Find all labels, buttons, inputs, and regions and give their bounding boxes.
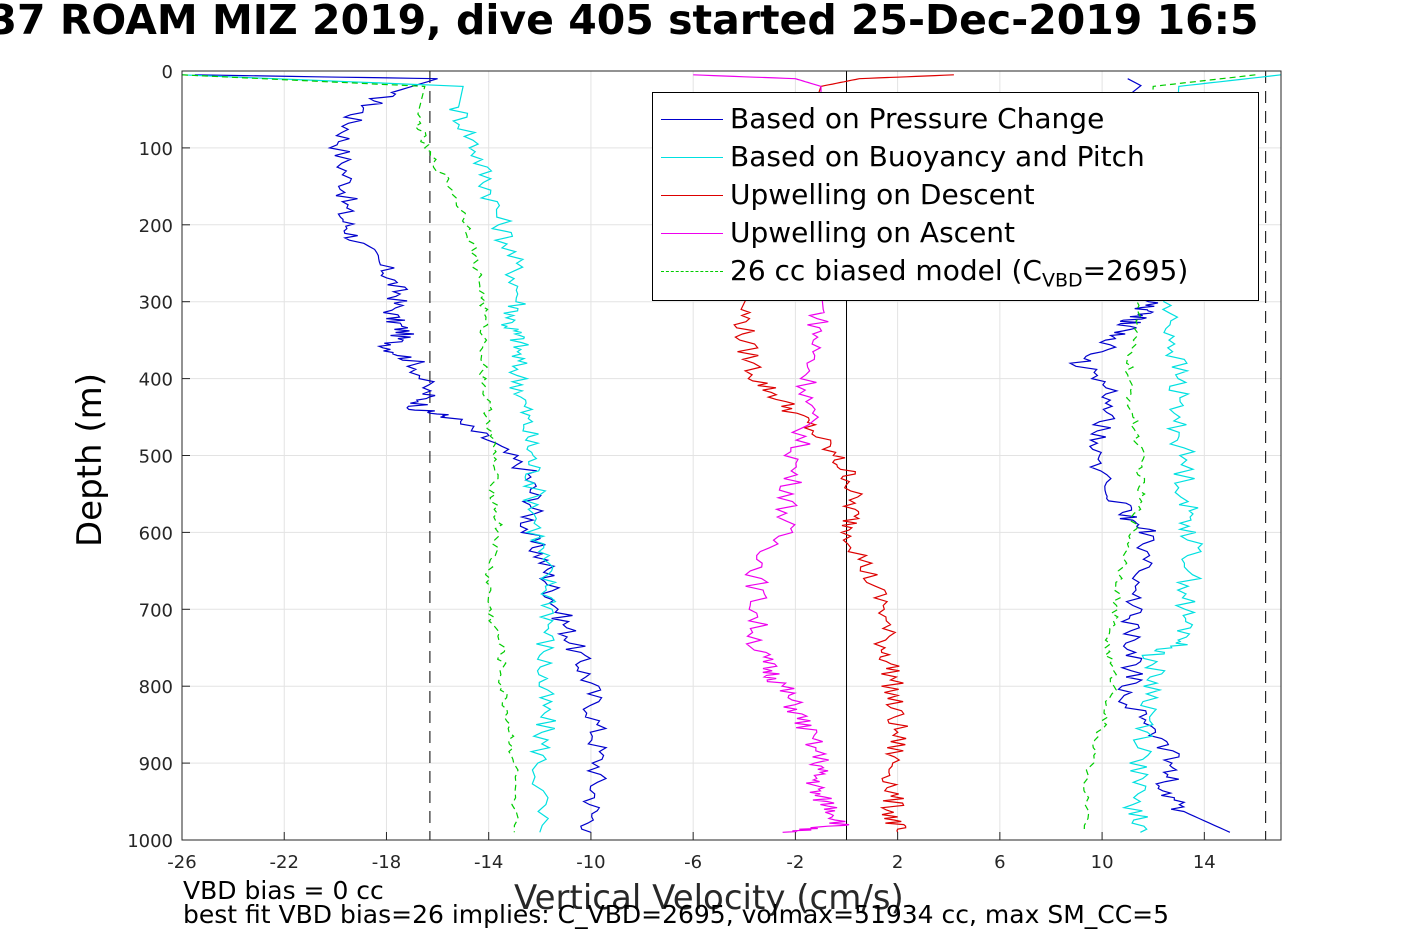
series-line-pressure <box>194 74 608 833</box>
page-title: 537 ROAM MIZ 2019, dive 405 started 25-D… <box>0 0 1259 44</box>
x-tick-label: -22 <box>270 852 299 873</box>
legend-item-descent: Upwelling on Descent <box>653 173 1258 211</box>
x-tick-label: 10 <box>1091 852 1114 873</box>
y-tick-label: 900 <box>139 754 173 775</box>
series-line-pressure <box>1068 78 1231 833</box>
legend-label-descent: Upwelling on Descent <box>730 178 1035 211</box>
x-tick-label: -2 <box>786 852 804 873</box>
legend-label-model: 26 cc biased model (CVBD=2695) <box>730 254 1188 292</box>
legend-swatch-model <box>661 271 723 272</box>
legend-label-ascent: Upwelling on Ascent <box>730 216 1016 249</box>
series-line-model <box>1082 74 1256 833</box>
chart-legend: Based on Pressure Change Based on Buoyan… <box>652 92 1259 301</box>
x-tick-label: -26 <box>167 852 196 873</box>
y-axis-label: Depth (m) <box>70 372 110 548</box>
y-tick-label: 800 <box>139 677 173 698</box>
x-tick-label: -10 <box>576 852 605 873</box>
legend-item-model: 26 cc biased model (CVBD=2695) <box>653 249 1258 292</box>
legend-label-model-post: =2695) <box>1082 254 1189 287</box>
legend-label-model-sub: VBD <box>1041 269 1083 292</box>
series-line-model <box>181 74 519 833</box>
y-tick-label: 100 <box>139 139 173 160</box>
y-tick-label: 1000 <box>127 831 173 852</box>
y-tick-label: 700 <box>139 600 173 621</box>
series-line-buoyancy <box>181 74 558 833</box>
y-ticks: 0 100 200 300 400 500 600 700 800 900 1000 <box>127 62 190 852</box>
y-tick-label: 500 <box>139 447 173 468</box>
x-tick-label: 14 <box>1193 852 1216 873</box>
x-tick-label: -6 <box>684 852 702 873</box>
x-axis-label: Vertical Velocity (cm/s) <box>514 878 904 918</box>
footnote-vbd-bias: VBD bias = 0 cc <box>183 876 384 905</box>
x-tick-label: -18 <box>372 852 401 873</box>
legend-swatch-ascent <box>661 233 723 234</box>
legend-swatch-pressure <box>661 119 723 120</box>
legend-item-pressure: Based on Pressure Change <box>653 97 1258 135</box>
x-ticks: -26 -22 -18 -14 -10 -6 -2 2 6 10 14 <box>167 832 1216 873</box>
legend-label-model-pre: 26 cc biased model (C <box>730 254 1042 287</box>
footnote-best-fit: best fit VBD bias=26 implies: C_VBD=2695… <box>183 900 1170 929</box>
series-line-buoyancy <box>1121 74 1282 833</box>
legend-item-buoyancy: Based on Buoyancy and Pitch <box>653 135 1258 173</box>
y-tick-label: 300 <box>139 293 173 314</box>
legend-label-buoyancy: Based on Buoyancy and Pitch <box>730 140 1145 173</box>
x-tick-label: 2 <box>892 852 903 873</box>
x-tick-label: -14 <box>474 852 503 873</box>
y-tick-label: 0 <box>162 62 173 83</box>
chart-series <box>181 74 1282 833</box>
y-tick-label: 600 <box>139 523 173 544</box>
series-line-ascent-upwelling <box>693 74 850 833</box>
series-line-descent-upwelling <box>733 74 954 833</box>
legend-item-ascent: Upwelling on Ascent <box>653 211 1258 249</box>
legend-swatch-descent <box>661 195 723 196</box>
legend-swatch-buoyancy <box>661 157 723 158</box>
y-tick-label: 200 <box>139 216 173 237</box>
legend-label-pressure: Based on Pressure Change <box>730 102 1105 135</box>
x-tick-label: 6 <box>994 852 1005 873</box>
y-tick-label: 400 <box>139 370 173 391</box>
